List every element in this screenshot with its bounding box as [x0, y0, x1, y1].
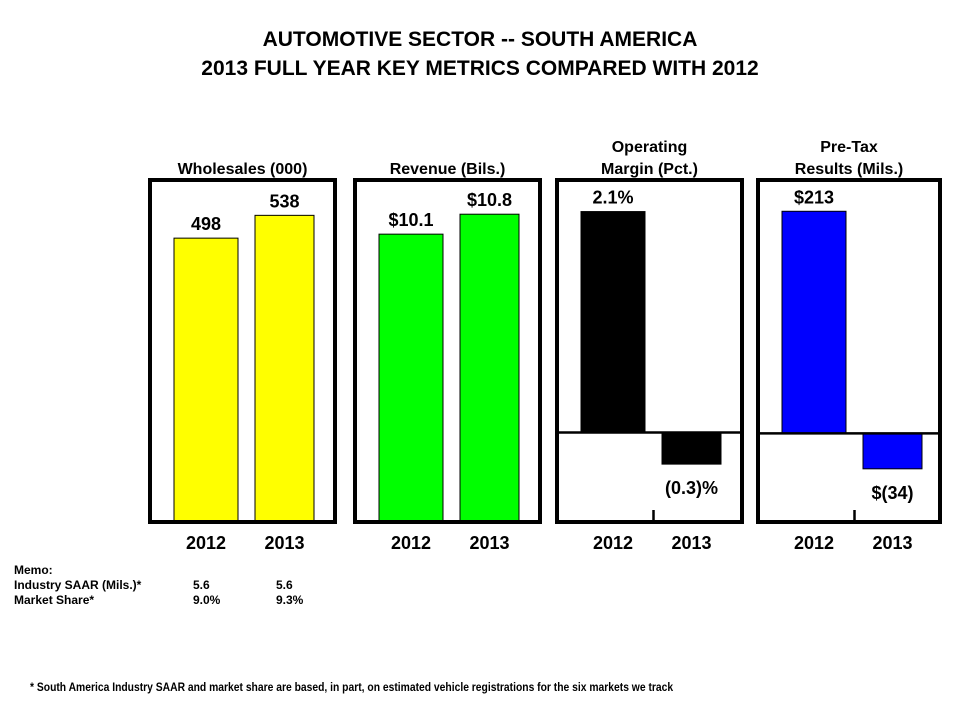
- memo-saar-2013: 5.6: [276, 578, 293, 592]
- footnote: * South America Industry SAAR and market…: [30, 680, 674, 694]
- data-label-1-2013: 538: [269, 191, 299, 211]
- chart-title-line2: 2013 FULL YEAR KEY METRICS COMPARED WITH…: [201, 57, 759, 80]
- data-label-3-2013: (0.3)%: [665, 478, 718, 498]
- panel-frame-4: [756, 178, 942, 524]
- panel-title-2-line-1: Revenue (Bils.): [390, 161, 506, 178]
- panel-title-4-line-1: Pre-Tax: [820, 139, 878, 156]
- memo-share-2012: 9.0%: [193, 593, 221, 607]
- category-label-2-2013: 2013: [469, 533, 509, 553]
- category-label-2-2012: 2012: [391, 533, 431, 553]
- category-label-4-2013: 2013: [872, 533, 912, 553]
- panel-title-1-line-1: Wholesales (000): [178, 161, 308, 178]
- bar-2-2013: [459, 213, 520, 523]
- data-label-4-2013: $(34): [871, 483, 913, 503]
- data-label-2-2012: $10.1: [388, 210, 433, 230]
- memo-label-share: Market Share*: [14, 593, 95, 607]
- memo-saar-2012: 5.6: [193, 578, 210, 592]
- memo-heading: Memo:: [14, 563, 53, 577]
- panel-frame-2: [353, 178, 542, 524]
- category-label-3-2012: 2012: [593, 533, 633, 553]
- chart-title-line1: AUTOMOTIVE SECTOR -- SOUTH AMERICA: [262, 28, 698, 51]
- panel-frame-1: [148, 178, 337, 524]
- data-label-3-2012: 2.1%: [592, 188, 633, 208]
- data-label-2-2013: $10.8: [467, 190, 512, 210]
- panel-title-3-line-1: Operating: [612, 139, 688, 156]
- panel-title-4-line-2: Results (Mils.): [795, 161, 903, 178]
- panel-frame-3: [555, 178, 744, 524]
- category-label-3-2013: 2013: [671, 533, 711, 553]
- category-label-1-2013: 2013: [264, 533, 304, 553]
- bar-3-2013: [661, 432, 722, 465]
- bar-4-2013: [862, 432, 923, 470]
- panel-title-3-line-2: Margin (Pct.): [601, 161, 698, 178]
- data-label-4-2012: $213: [794, 187, 834, 207]
- bar-1-2012: [173, 237, 239, 523]
- category-label-4-2012: 2012: [794, 533, 834, 553]
- bar-2-2012: [378, 233, 444, 523]
- bar-1-2013: [254, 214, 315, 523]
- bar-3-2012: [580, 211, 646, 434]
- memo-share-2013: 9.3%: [276, 593, 304, 607]
- category-label-1-2012: 2012: [186, 533, 226, 553]
- data-label-1-2012: 498: [191, 214, 221, 234]
- bar-4-2012: [781, 210, 847, 434]
- memo-label-saar: Industry SAAR (Mils.)*: [14, 578, 142, 592]
